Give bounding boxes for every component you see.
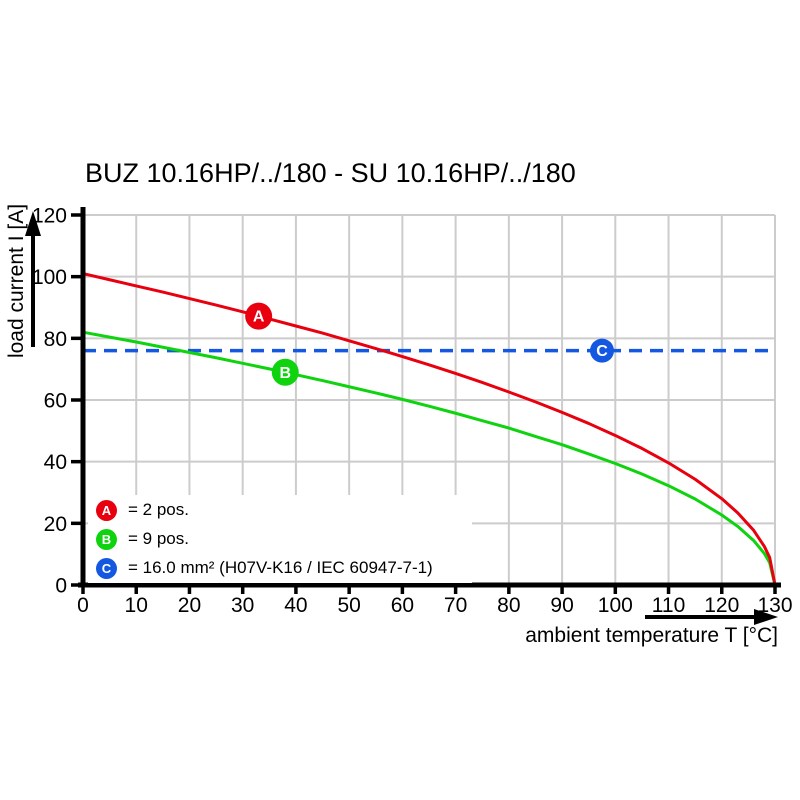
marker-B [271,358,299,386]
x-tick-label: 20 [178,594,201,617]
x-tick-label: 110 [652,594,685,617]
x-tick-label: 70 [444,594,467,617]
legend-marker-c-icon: C [96,557,117,579]
legend-item-b: B = 9 pos. [88,527,472,551]
marker-A [245,302,273,330]
y-tick-label: 60 [44,390,67,413]
x-tick-label: 40 [284,594,307,617]
x-tick-label: 0 [77,594,89,617]
y-tick-label: 0 [55,575,67,598]
x-tick-label: 60 [391,594,414,617]
y-tick-label: 40 [44,451,67,474]
legend-label-a: = 2 pos. [128,500,189,519]
x-tick-label: 120 [704,594,739,617]
y-axis-label: load current I [A] [5,203,28,359]
marker-C [590,338,614,363]
marker-A-letter: A [253,309,265,326]
x-tick-label: 100 [598,594,633,617]
y-tick-label: 20 [44,513,67,536]
legend-item-c: C = 16.0 mm² (H07V-K16 / IEC 60947-7-1) [88,556,472,580]
x-tick-label: 10 [125,594,148,617]
y-tick-label: 100 [32,266,67,289]
x-tick-label: 80 [497,594,520,617]
curve-B [82,330,777,586]
x-tick-label: 50 [337,594,360,617]
legend-label-b: = 9 pos. [128,529,189,548]
legend-label-c: = 16.0 mm² (H07V-K16 / IEC 60947-7-1) [128,558,433,577]
y-tick-label: 80 [44,328,67,351]
marker-B-letter: B [279,365,291,382]
legend-marker-b-icon: B [96,528,117,550]
x-axis-label: ambient temperature T [°C] [525,624,778,647]
x-tick-label: 30 [231,594,254,617]
legend-item-a: A = 2 pos. [88,498,472,522]
chart-title: BUZ 10.16HP/../180 - SU 10.16HP/../180 [85,158,576,188]
y-axis-arrow-head-icon [25,211,41,236]
legend: A = 2 pos. B = 9 pos. C = 16.0 mm² (H07V-K16 … [88,495,472,583]
x-tick-label: 130 [757,594,792,617]
legend-marker-a-icon: A [96,499,117,521]
x-axis-arrow-head-icon [754,609,778,625]
y-tick-label: 120 [32,205,67,228]
marker-C-letter: C [596,343,608,360]
x-tick-label: 90 [550,594,573,617]
curve-A [82,272,777,586]
